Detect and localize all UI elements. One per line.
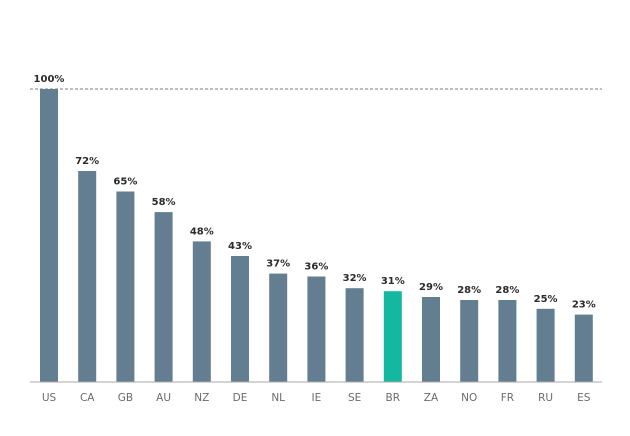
data-label-gb: 65%	[113, 177, 137, 188]
data-label-de: 43%	[228, 241, 252, 252]
bar-ca	[78, 171, 97, 382]
bar-br	[383, 291, 402, 382]
bar-nz	[192, 241, 211, 382]
x-tick-label-za: ZA	[424, 392, 439, 404]
bar-us	[40, 89, 58, 382]
x-tick-label-ru: RU	[538, 392, 553, 404]
data-labels-group: 100% 72% 65% 58% 48% 43% 37% 36% 32% 31% 29% 28% 28%…	[34, 74, 596, 311]
x-tick-label-gb: GB	[118, 392, 133, 404]
data-label-za: 29%	[419, 282, 443, 293]
data-label-ie: 36%	[304, 262, 328, 273]
x-tick-label-nl: NL	[271, 392, 285, 404]
bar-gb	[116, 191, 135, 382]
x-tick-label-br: BR	[386, 392, 401, 404]
data-label-nz: 48%	[190, 226, 214, 237]
bar-nl	[269, 273, 288, 382]
bar-no	[460, 300, 479, 382]
data-label-es: 23%	[572, 300, 596, 311]
bar-ie	[307, 276, 326, 382]
bar-de	[231, 256, 249, 382]
bar-se	[345, 288, 364, 382]
bar-es	[574, 314, 593, 382]
x-tick-label-us: US	[42, 392, 57, 404]
x-tick-labels-group: US CA GB AU NZ DE NL IE SE BR ZA NO FR RU ES	[42, 392, 591, 404]
data-label-ca: 72%	[75, 156, 99, 167]
data-label-nl: 37%	[266, 259, 290, 270]
x-tick-label-au: AU	[156, 392, 171, 404]
bar-ru	[536, 308, 555, 383]
x-tick-label-nz: NZ	[194, 392, 209, 404]
data-label-us: 100%	[34, 74, 65, 85]
data-label-au: 58%	[152, 197, 176, 208]
bar-fr	[498, 300, 517, 382]
x-tick-label-fr: FR	[501, 392, 514, 404]
data-label-ru: 25%	[534, 294, 558, 305]
data-label-se: 32%	[343, 273, 367, 284]
bars-group	[40, 89, 593, 383]
x-tick-label-ca: CA	[80, 392, 95, 404]
x-tick-label-de: DE	[233, 392, 248, 404]
data-label-br: 31%	[381, 276, 405, 287]
bar-za	[422, 297, 440, 382]
x-tick-label-ie: IE	[312, 392, 322, 404]
data-label-no: 28%	[457, 285, 481, 296]
data-label-fr: 28%	[495, 285, 519, 296]
x-tick-label-es: ES	[577, 392, 591, 404]
x-tick-label-no: NO	[461, 392, 477, 404]
bar-au	[154, 212, 173, 382]
x-tick-label-se: SE	[348, 392, 361, 404]
